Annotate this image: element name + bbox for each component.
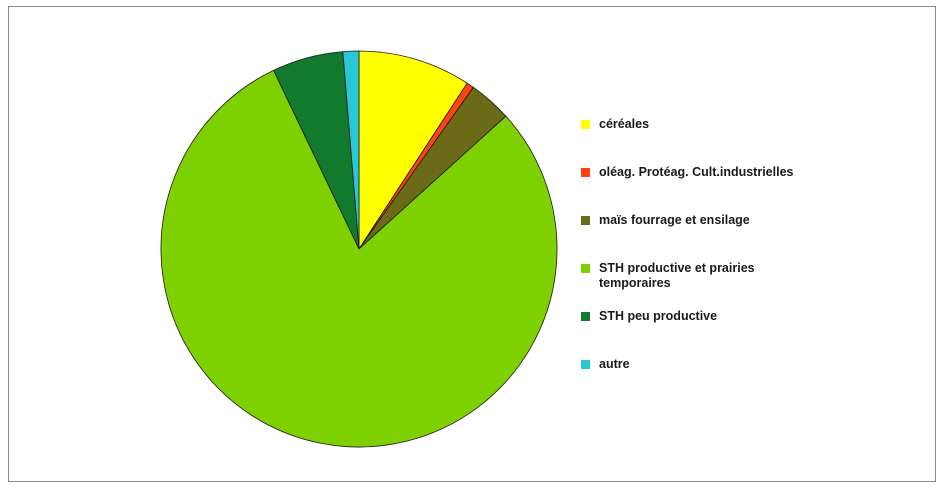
legend-item-cereales: céréales xyxy=(581,117,649,132)
legend-item-mais: maïs fourrage et ensilage xyxy=(581,213,750,228)
legend-swatch-cereales xyxy=(581,120,590,129)
legend-swatch-sth-peu xyxy=(581,312,590,321)
legend-item-oleag: oléag. Protéag. Cult.industrielles xyxy=(581,165,793,180)
legend-swatch-mais xyxy=(581,216,590,225)
legend-label-cereales: céréales xyxy=(599,117,649,131)
legend-swatch-autre xyxy=(581,360,590,369)
legend-swatch-oleag xyxy=(581,168,590,177)
legend-label-sth-productive: STH productive et prairies temporaires xyxy=(599,261,755,290)
legend-item-autre: autre xyxy=(581,357,630,372)
legend-label-mais: maïs fourrage et ensilage xyxy=(599,213,750,227)
legend-swatch-sth-productive xyxy=(581,264,590,273)
chart-frame: céréales oléag. Protéag. Cult.industriel… xyxy=(8,6,936,482)
legend-label-sth-peu: STH peu productive xyxy=(599,309,717,323)
legend-item-sth-productive: STH productive et prairies temporaires xyxy=(581,261,789,291)
legend-item-sth-peu: STH peu productive xyxy=(581,309,717,324)
pie-chart xyxy=(9,7,935,481)
legend-label-autre: autre xyxy=(599,357,630,371)
legend-label-oleag: oléag. Protéag. Cult.industrielles xyxy=(599,165,793,179)
